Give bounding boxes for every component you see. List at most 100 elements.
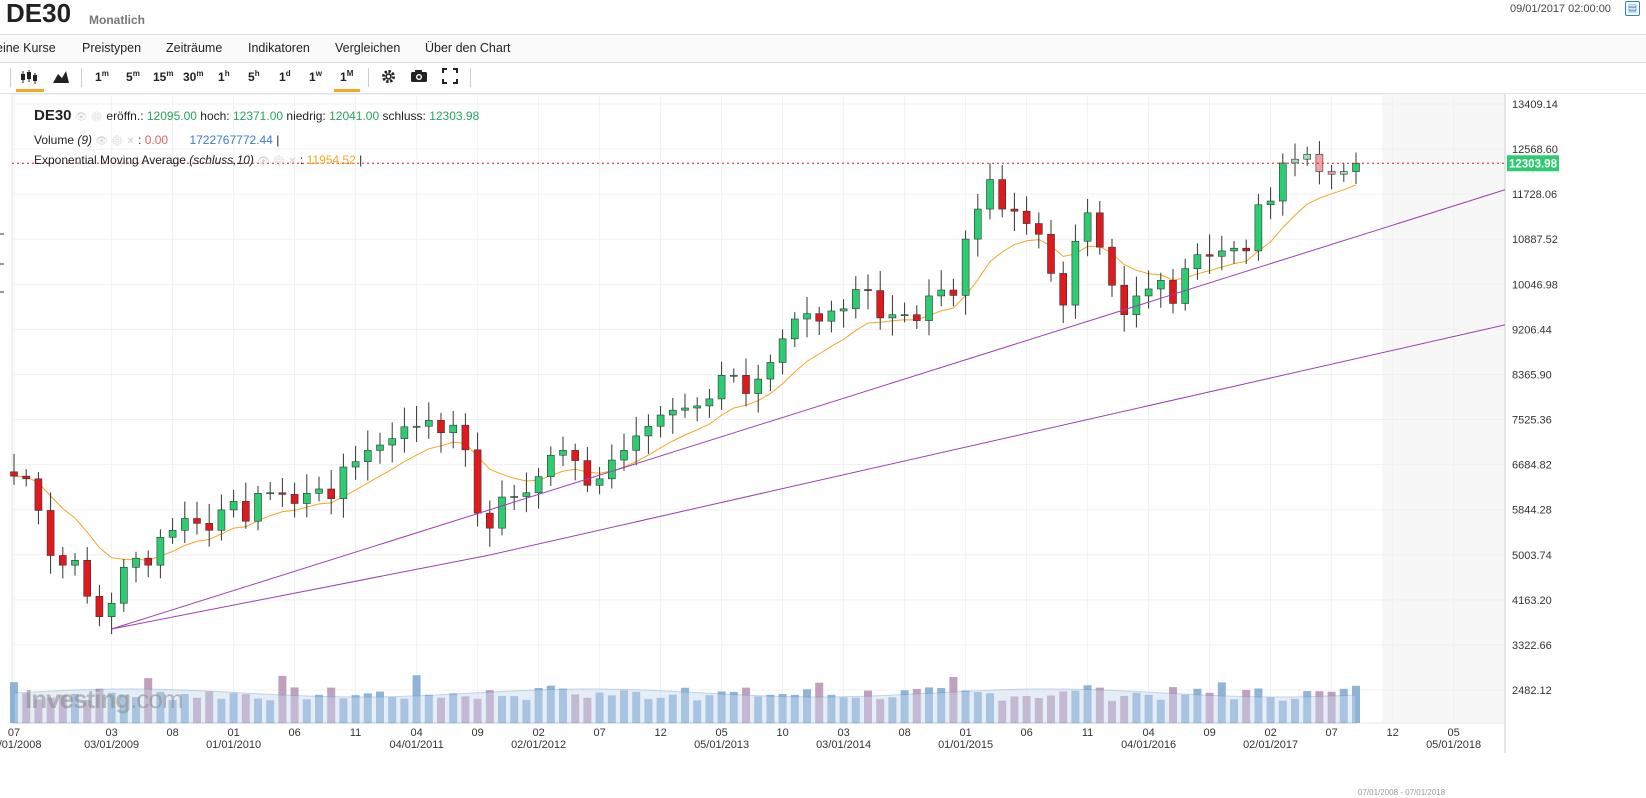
candle[interactable]: [132, 557, 140, 568]
candle[interactable]: [949, 289, 958, 296]
candle[interactable]: [961, 238, 970, 296]
candle[interactable]: [1035, 223, 1043, 235]
candle[interactable]: [217, 509, 226, 531]
candle[interactable]: [424, 420, 433, 427]
candle[interactable]: [1096, 212, 1104, 248]
price-chart[interactable]: 13409.14 12568.60 11728.06 10887.52 10046.98…: [0, 94, 1646, 798]
candle[interactable]: [632, 435, 641, 451]
candle[interactable]: [595, 478, 604, 486]
candle[interactable]: [95, 595, 104, 617]
fullscreen-icon[interactable]: [442, 68, 458, 84]
candle[interactable]: [1242, 247, 1250, 252]
candle[interactable]: [1181, 268, 1189, 304]
candle[interactable]: [339, 466, 348, 499]
interval-1h[interactable]: 1h: [218, 69, 230, 84]
candle[interactable]: [644, 425, 653, 437]
candle[interactable]: [22, 475, 31, 480]
interval-5m[interactable]: 5m: [126, 69, 140, 84]
candle[interactable]: [778, 338, 787, 363]
candle[interactable]: [1352, 162, 1360, 172]
candle[interactable]: [156, 536, 165, 566]
interval-1w[interactable]: 1w: [309, 69, 322, 84]
candle[interactable]: [656, 414, 665, 427]
candle[interactable]: [790, 318, 799, 340]
camera-icon[interactable]: [410, 69, 428, 83]
candle[interactable]: [58, 555, 67, 566]
candle[interactable]: [1193, 254, 1202, 269]
candlestick-icon[interactable]: [19, 68, 39, 86]
candle[interactable]: [437, 420, 445, 433]
candle[interactable]: [1157, 280, 1165, 290]
candle[interactable]: [1254, 204, 1263, 252]
candle[interactable]: [1169, 280, 1177, 304]
candle[interactable]: [327, 488, 336, 499]
trendline-lower[interactable]: [489, 324, 1506, 556]
candle[interactable]: [388, 438, 397, 446]
visibility-icon[interactable]: 👁 ⚙: [74, 112, 104, 123]
menu-ueber-den-chart[interactable]: Über den Chart: [425, 41, 511, 55]
candle[interactable]: [973, 208, 982, 240]
candle[interactable]: [302, 492, 311, 504]
candle[interactable]: [620, 450, 628, 461]
candle[interactable]: [742, 375, 750, 394]
candle[interactable]: [254, 492, 262, 522]
candle[interactable]: [266, 492, 275, 495]
menu-kurse[interactable]: eine Kurse: [0, 41, 56, 55]
candle[interactable]: [681, 407, 689, 411]
candle[interactable]: [693, 405, 702, 409]
candle[interactable]: [120, 567, 128, 604]
trendline-base[interactable]: [111, 554, 490, 630]
interval-1M[interactable]: 1M: [340, 69, 354, 84]
candle[interactable]: [754, 378, 763, 394]
candle[interactable]: [1230, 247, 1238, 252]
candle[interactable]: [168, 530, 177, 538]
candle[interactable]: [717, 375, 726, 400]
candle[interactable]: [242, 501, 250, 522]
candle[interactable]: [729, 375, 738, 377]
candle[interactable]: [583, 460, 592, 486]
candle[interactable]: [1022, 210, 1031, 224]
candle[interactable]: [766, 362, 775, 380]
candle[interactable]: [1120, 284, 1128, 316]
candle[interactable]: [205, 523, 213, 531]
candle[interactable]: [607, 459, 616, 480]
candle[interactable]: [668, 409, 677, 416]
candle[interactable]: [1218, 250, 1226, 257]
candle[interactable]: [998, 179, 1007, 210]
candle[interactable]: [1205, 254, 1214, 257]
candle[interactable]: [1144, 288, 1153, 297]
candle[interactable]: [1315, 154, 1324, 172]
candle[interactable]: [229, 501, 238, 511]
candle[interactable]: [193, 518, 201, 524]
candle[interactable]: [827, 310, 836, 322]
interval-1d[interactable]: 1d: [279, 69, 291, 84]
candle[interactable]: [937, 289, 946, 297]
candle[interactable]: [144, 557, 152, 566]
candle[interactable]: [1279, 162, 1287, 202]
candle[interactable]: [1266, 200, 1275, 206]
candle[interactable]: [290, 494, 299, 504]
candle[interactable]: [1291, 158, 1299, 164]
interval-5h[interactable]: 5h: [248, 69, 260, 84]
candle[interactable]: [1327, 171, 1336, 175]
candle[interactable]: [1071, 240, 1080, 306]
candle[interactable]: [46, 510, 55, 556]
candle[interactable]: [1059, 273, 1067, 306]
menu-preistypen[interactable]: Preistypen: [82, 41, 142, 55]
candle[interactable]: [83, 560, 91, 597]
candle[interactable]: [851, 289, 860, 310]
candle[interactable]: [803, 313, 811, 320]
candle[interactable]: [864, 289, 872, 291]
candle[interactable]: [888, 314, 897, 319]
candle[interactable]: [10, 471, 18, 477]
candle[interactable]: [412, 425, 421, 428]
candle[interactable]: [1108, 246, 1116, 286]
gear-icon[interactable]: [380, 68, 397, 85]
calendar-icon[interactable]: ▤: [1625, 1, 1640, 16]
candle[interactable]: [485, 512, 494, 529]
candle[interactable]: [315, 488, 323, 494]
candle[interactable]: [1010, 208, 1019, 212]
candle[interactable]: [1340, 171, 1348, 175]
area-icon[interactable]: [52, 68, 70, 86]
candle[interactable]: [912, 314, 921, 321]
